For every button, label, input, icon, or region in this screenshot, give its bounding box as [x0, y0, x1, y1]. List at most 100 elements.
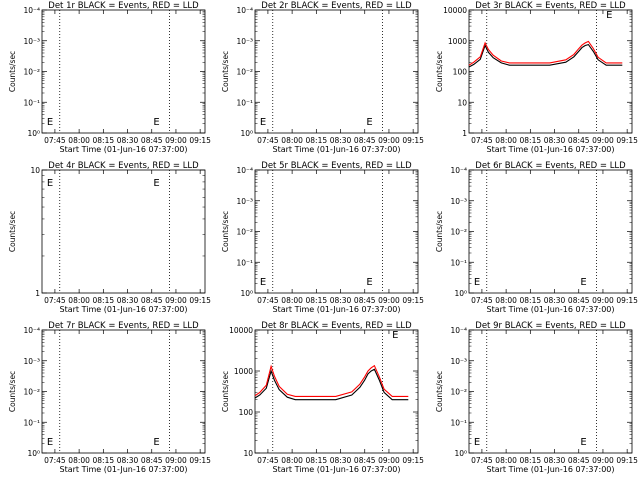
y-tick-label: 10⁻⁴: [450, 326, 467, 335]
y-tick-label: 10⁻¹: [236, 98, 253, 107]
x-tick-label: 07:45: [257, 136, 279, 145]
energy-marker: E: [153, 437, 159, 448]
y-tick-label: 10⁻⁴: [236, 6, 253, 15]
events-series-line: [254, 368, 409, 401]
y-tick-label: 10⁻¹: [450, 258, 467, 267]
x-tick-label: 08:45: [354, 456, 376, 465]
y-tick-label: 10000: [229, 326, 253, 335]
y-tick-label: 10⁰: [27, 449, 40, 458]
x-tick-label: 08:30: [544, 136, 566, 145]
x-tick-label: 08:45: [141, 136, 163, 145]
x-tick-label: 08:00: [495, 456, 517, 465]
plot-frame: [254, 169, 419, 294]
panel-title: Det 4r BLACK = Events, RED = LLD: [48, 161, 199, 171]
y-tick-label: 10⁰: [454, 289, 467, 298]
x-tick-label: 08:15: [306, 296, 328, 305]
y-tick-label: 10⁰: [240, 129, 253, 138]
x-tick-label: 08:30: [544, 456, 566, 465]
x-tick-label: 08:45: [141, 296, 163, 305]
x-tick-label: 09:00: [378, 136, 400, 145]
energy-marker: E: [474, 437, 480, 448]
x-tick-label: 08:15: [306, 456, 328, 465]
y-tick-label: 10⁻²: [236, 228, 253, 237]
x-tick-label: 08:00: [281, 296, 303, 305]
y-tick-label: 10⁻²: [450, 388, 467, 397]
energy-marker: E: [474, 277, 480, 288]
x-tick-label: 08:30: [330, 296, 352, 305]
x-tick-label: 07:45: [257, 296, 279, 305]
y-tick-label: 100: [239, 408, 254, 417]
y-tick-label: 10⁻⁴: [450, 166, 467, 175]
x-tick-label: 09:00: [165, 296, 187, 305]
y-axis-label: Counts/sec: [221, 211, 230, 252]
x-tick-label: 09:00: [592, 136, 614, 145]
y-tick-label: 10⁻³: [450, 197, 467, 206]
x-tick-label: 09:15: [402, 456, 424, 465]
x-tick-label: 07:45: [44, 296, 66, 305]
x-tick-label: 08:15: [520, 136, 542, 145]
x-axis-label: Start Time (01-Jun-16 07:37:00): [60, 305, 188, 314]
y-tick-label: 1000: [234, 367, 253, 376]
x-tick-label: 08:30: [117, 296, 139, 305]
y-axis-label: Counts/sec: [8, 211, 17, 252]
x-tick-label: 08:30: [330, 456, 352, 465]
panel-title: Det 3r BLACK = Events, RED = LLD: [475, 1, 626, 11]
x-tick-label: 07:45: [471, 296, 493, 305]
x-tick-label: 09:15: [189, 456, 211, 465]
x-tick-label: 08:00: [281, 136, 303, 145]
panel-title: Det 9r BLACK = Events, RED = LLD: [475, 321, 626, 331]
events-series-line: [468, 43, 623, 68]
y-tick-label: 10000: [443, 6, 467, 15]
x-tick-label: 09:15: [189, 296, 211, 305]
x-tick-label: 08:30: [117, 456, 139, 465]
x-tick-label: 08:15: [520, 456, 542, 465]
y-tick-label: 10⁻¹: [23, 418, 40, 427]
x-tick-label: 08:00: [495, 296, 517, 305]
x-tick-label: 08:00: [68, 136, 90, 145]
energy-marker: E: [260, 117, 266, 128]
x-tick-label: 08:30: [330, 136, 352, 145]
y-tick-label: 10⁰: [27, 129, 40, 138]
y-tick-label: 10: [30, 166, 40, 175]
y-tick-label: 1: [462, 129, 467, 138]
panel-title: Det 5r BLACK = Events, RED = LLD: [261, 161, 412, 171]
x-tick-label: 08:45: [568, 296, 590, 305]
plot-frame: [41, 169, 206, 294]
x-tick-label: 08:30: [544, 296, 566, 305]
y-axis-label: Counts/sec: [8, 51, 17, 92]
y-tick-label: 10⁻²: [450, 228, 467, 237]
energy-marker: E: [260, 277, 266, 288]
x-tick-label: 08:15: [93, 296, 115, 305]
x-tick-label: 09:15: [616, 296, 638, 305]
x-axis-label: Start Time (01-Jun-16 07:37:00): [273, 145, 401, 154]
panel-title: Det 2r BLACK = Events, RED = LLD: [261, 1, 412, 11]
x-tick-label: 09:00: [165, 456, 187, 465]
y-tick-label: 10⁻³: [236, 37, 253, 46]
x-tick-label: 09:15: [616, 456, 638, 465]
y-tick-label: 10⁻²: [23, 68, 40, 77]
plot-frame: [468, 169, 633, 294]
energy-marker: E: [153, 117, 159, 128]
y-tick-label: 10⁰: [240, 289, 253, 298]
energy-marker: E: [580, 277, 586, 288]
x-tick-label: 08:00: [68, 456, 90, 465]
x-tick-label: 09:00: [592, 296, 614, 305]
y-tick-label: 10: [243, 449, 253, 458]
x-tick-label: 08:15: [306, 136, 328, 145]
x-tick-label: 08:15: [93, 136, 115, 145]
energy-marker: E: [366, 277, 372, 288]
plot-frame: [254, 329, 419, 454]
y-tick-label: 1000: [448, 37, 467, 46]
energy-marker: E: [580, 437, 586, 448]
plot-frame: [254, 9, 419, 134]
y-tick-label: 10⁰: [454, 449, 467, 458]
y-tick-label: 10⁻²: [236, 68, 253, 77]
x-axis-label: Start Time (01-Jun-16 07:37:00): [487, 145, 615, 154]
x-tick-label: 08:30: [117, 136, 139, 145]
x-tick-label: 08:00: [68, 296, 90, 305]
